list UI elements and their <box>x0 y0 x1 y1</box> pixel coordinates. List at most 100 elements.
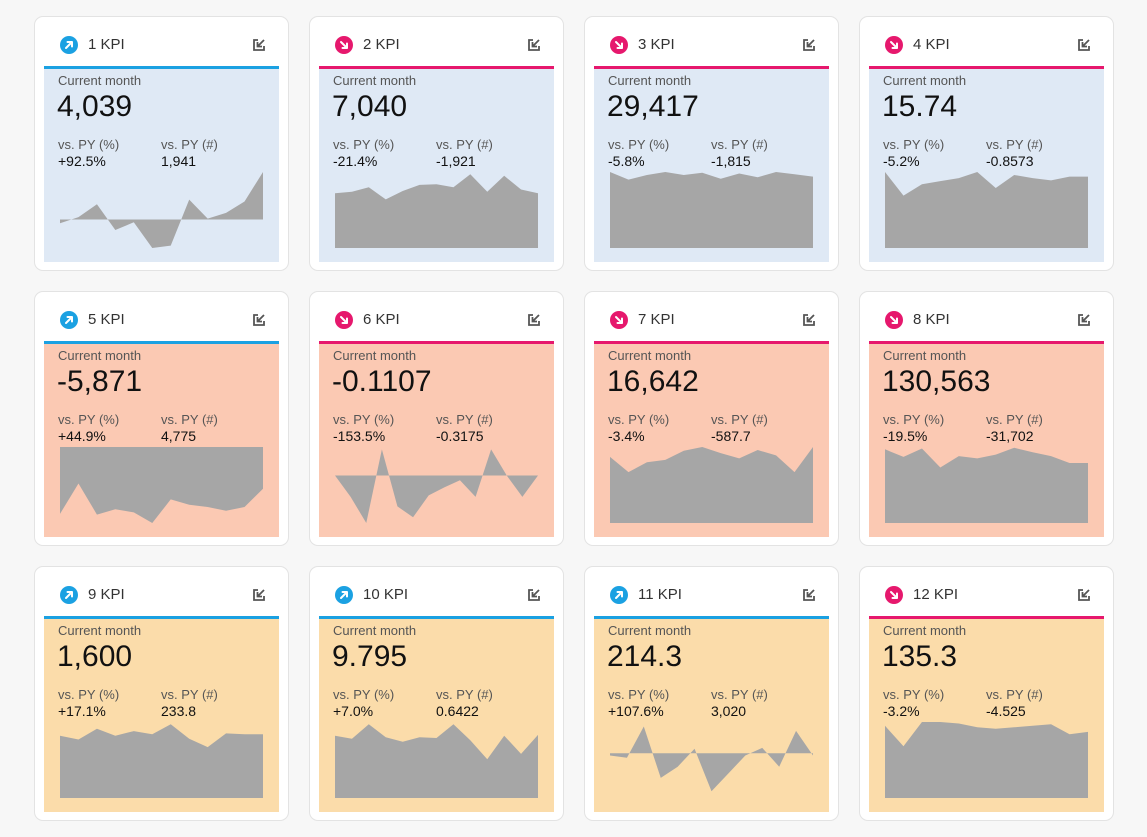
sparkline <box>610 722 813 798</box>
kpi-card: 5 KPI Current month -5,871 vs. PY (%) vs… <box>34 291 289 546</box>
trend-down-icon <box>885 311 903 329</box>
card-header: 6 KPI <box>319 292 554 344</box>
kpi-title: 9 KPI <box>88 586 125 603</box>
sparkline <box>335 722 538 798</box>
current-month-label: Current month <box>333 73 417 88</box>
trend-down-icon <box>885 586 903 604</box>
kpi-value: 130,563 <box>882 365 991 398</box>
vs-py-pct-label: vs. PY (%) <box>608 412 670 427</box>
kpi-card: 4 KPI Current month 15.74 vs. PY (%) vs.… <box>859 16 1114 271</box>
sparkline <box>60 447 263 523</box>
vs-py-abs-label: vs. PY (#) <box>711 412 768 427</box>
expand-icon[interactable] <box>251 37 267 53</box>
expand-icon[interactable] <box>801 587 817 603</box>
kpi-title: 5 KPI <box>88 311 125 328</box>
vs-py-pct-label: vs. PY (%) <box>58 687 120 702</box>
sparkline-area <box>60 724 263 798</box>
expand-icon[interactable] <box>526 312 542 328</box>
current-month-label: Current month <box>883 623 967 638</box>
kpi-title: 3 KPI <box>638 36 675 53</box>
kpi-title: 2 KPI <box>363 36 400 53</box>
vs-py-abs-label: vs. PY (#) <box>436 687 493 702</box>
vs-py-pct-value: -21.4% <box>333 153 378 169</box>
expand-icon[interactable] <box>1076 37 1092 53</box>
vs-py-abs-label: vs. PY (#) <box>436 137 493 152</box>
kpi-card: 9 KPI Current month 1,600 vs. PY (%) vs.… <box>34 566 289 821</box>
current-month-label: Current month <box>58 73 142 88</box>
trend-down-icon <box>335 36 353 54</box>
sparkline-area <box>885 722 1088 798</box>
expand-icon[interactable] <box>1076 312 1092 328</box>
kpi-panel: Current month 130,563 vs. PY (%) vs. PY … <box>869 344 1104 537</box>
sparkline <box>335 447 538 523</box>
kpi-panel: Current month 214.3 vs. PY (%) vs. PY (#… <box>594 619 829 812</box>
kpi-card: 11 KPI Current month 214.3 vs. PY (%) vs… <box>584 566 839 821</box>
kpi-card: 3 KPI Current month 29,417 vs. PY (%) vs… <box>584 16 839 271</box>
vs-py-pct-label: vs. PY (%) <box>333 687 395 702</box>
vs-py-abs-value: -0.3175 <box>436 428 484 444</box>
sparkline <box>60 722 263 798</box>
trend-down-icon <box>335 311 353 329</box>
expand-icon[interactable] <box>801 312 817 328</box>
sparkline-area <box>335 449 538 523</box>
card-header: 8 KPI <box>869 292 1104 344</box>
vs-py-pct-value: +92.5% <box>58 153 106 169</box>
kpi-title: 4 KPI <box>913 36 950 53</box>
kpi-card: 2 KPI Current month 7,040 vs. PY (%) vs.… <box>309 16 564 271</box>
vs-py-abs-value: -587.7 <box>711 428 751 444</box>
trend-up-icon <box>60 311 78 329</box>
sparkline <box>885 172 1088 248</box>
sparkline-area <box>610 447 813 523</box>
trend-down-icon <box>885 36 903 54</box>
kpi-value: -5,871 <box>57 365 143 398</box>
vs-py-abs-value: -1,815 <box>711 153 751 169</box>
kpi-panel: Current month 7,040 vs. PY (%) vs. PY (#… <box>319 69 554 262</box>
kpi-title: 7 KPI <box>638 311 675 328</box>
card-header: 3 KPI <box>594 17 829 69</box>
kpi-panel: Current month -0.1107 vs. PY (%) vs. PY … <box>319 344 554 537</box>
card-header: 7 KPI <box>594 292 829 344</box>
kpi-value: 1,600 <box>57 640 133 673</box>
vs-py-pct-value: -5.2% <box>883 153 920 169</box>
expand-icon[interactable] <box>526 37 542 53</box>
kpi-card: 8 KPI Current month 130,563 vs. PY (%) v… <box>859 291 1114 546</box>
sparkline-area <box>610 172 813 248</box>
vs-py-pct-label: vs. PY (%) <box>333 137 395 152</box>
kpi-title: 10 KPI <box>363 586 409 603</box>
vs-py-abs-value: 3,020 <box>711 703 747 719</box>
sparkline <box>610 447 813 523</box>
kpi-value: 29,417 <box>607 90 699 123</box>
expand-icon[interactable] <box>801 37 817 53</box>
current-month-label: Current month <box>883 348 967 363</box>
current-month-label: Current month <box>58 623 142 638</box>
current-month-label: Current month <box>883 73 967 88</box>
kpi-card: 6 KPI Current month -0.1107 vs. PY (%) v… <box>309 291 564 546</box>
kpi-value: 16,642 <box>607 365 699 398</box>
kpi-card: 1 KPI Current month 4,039 vs. PY (%) vs.… <box>34 16 289 271</box>
current-month-label: Current month <box>608 623 692 638</box>
sparkline-area <box>335 724 538 798</box>
expand-icon[interactable] <box>251 587 267 603</box>
trend-down-icon <box>610 311 628 329</box>
kpi-value: 214.3 <box>607 640 683 673</box>
card-header: 1 KPI <box>44 17 279 69</box>
kpi-grid: 1 KPI Current month 4,039 vs. PY (%) vs.… <box>34 16 1114 821</box>
vs-py-abs-label: vs. PY (#) <box>711 687 768 702</box>
sparkline <box>610 172 813 248</box>
vs-py-abs-label: vs. PY (#) <box>986 137 1043 152</box>
expand-icon[interactable] <box>1076 587 1092 603</box>
vs-py-pct-label: vs. PY (%) <box>608 137 670 152</box>
expand-icon[interactable] <box>526 587 542 603</box>
kpi-value: 135.3 <box>882 640 958 673</box>
kpi-panel: Current month 135.3 vs. PY (%) vs. PY (#… <box>869 619 1104 812</box>
kpi-panel: Current month -5,871 vs. PY (%) vs. PY (… <box>44 344 279 537</box>
current-month-label: Current month <box>608 73 692 88</box>
kpi-title: 12 KPI <box>913 586 959 603</box>
vs-py-abs-label: vs. PY (#) <box>161 687 218 702</box>
sparkline-area <box>885 447 1088 523</box>
trend-up-icon <box>60 36 78 54</box>
expand-icon[interactable] <box>251 312 267 328</box>
vs-py-pct-label: vs. PY (%) <box>883 412 945 427</box>
vs-py-abs-value: 0.6422 <box>436 703 479 719</box>
card-header: 4 KPI <box>869 17 1104 69</box>
